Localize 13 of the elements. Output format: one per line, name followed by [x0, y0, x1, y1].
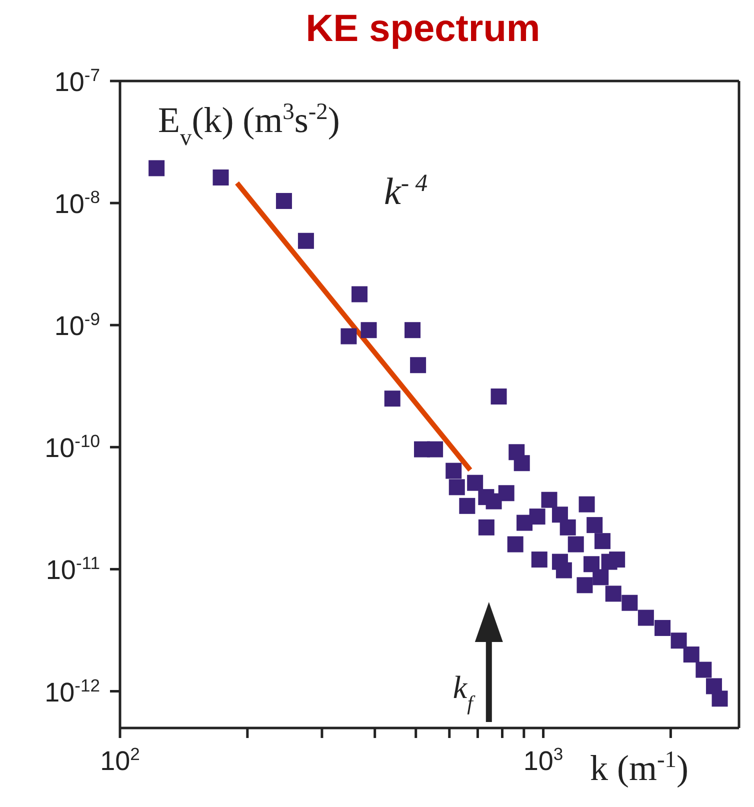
- y-tick-label: 10$^{-10}$: [44, 431, 100, 464]
- x-tick-label: 10$^{3}$: [523, 744, 564, 776]
- text: k$^{- 4}$: [384, 169, 428, 213]
- x-tick-label: 10$^{2}$: [100, 744, 140, 776]
- y-tick-label: 10$^{-11}$: [46, 553, 100, 586]
- y-tick-label: 10$^{-9}$: [54, 309, 100, 342]
- x-axis-title: k (m$^{-1}$): [590, 747, 688, 788]
- y-tick-label: 10$^{-7}$: [54, 65, 100, 97]
- y-axis-title: E$_{v}$(k) (m$^{3}$s$^{-2}$): [158, 99, 340, 151]
- annotation: k$_{f}$: [452, 669, 476, 714]
- chart-title: KE spectrum: [304, 8, 542, 52]
- y-tick-label: 10$^{-12}$: [44, 675, 100, 708]
- y-tick-label: 10$^{-8}$: [54, 187, 100, 220]
